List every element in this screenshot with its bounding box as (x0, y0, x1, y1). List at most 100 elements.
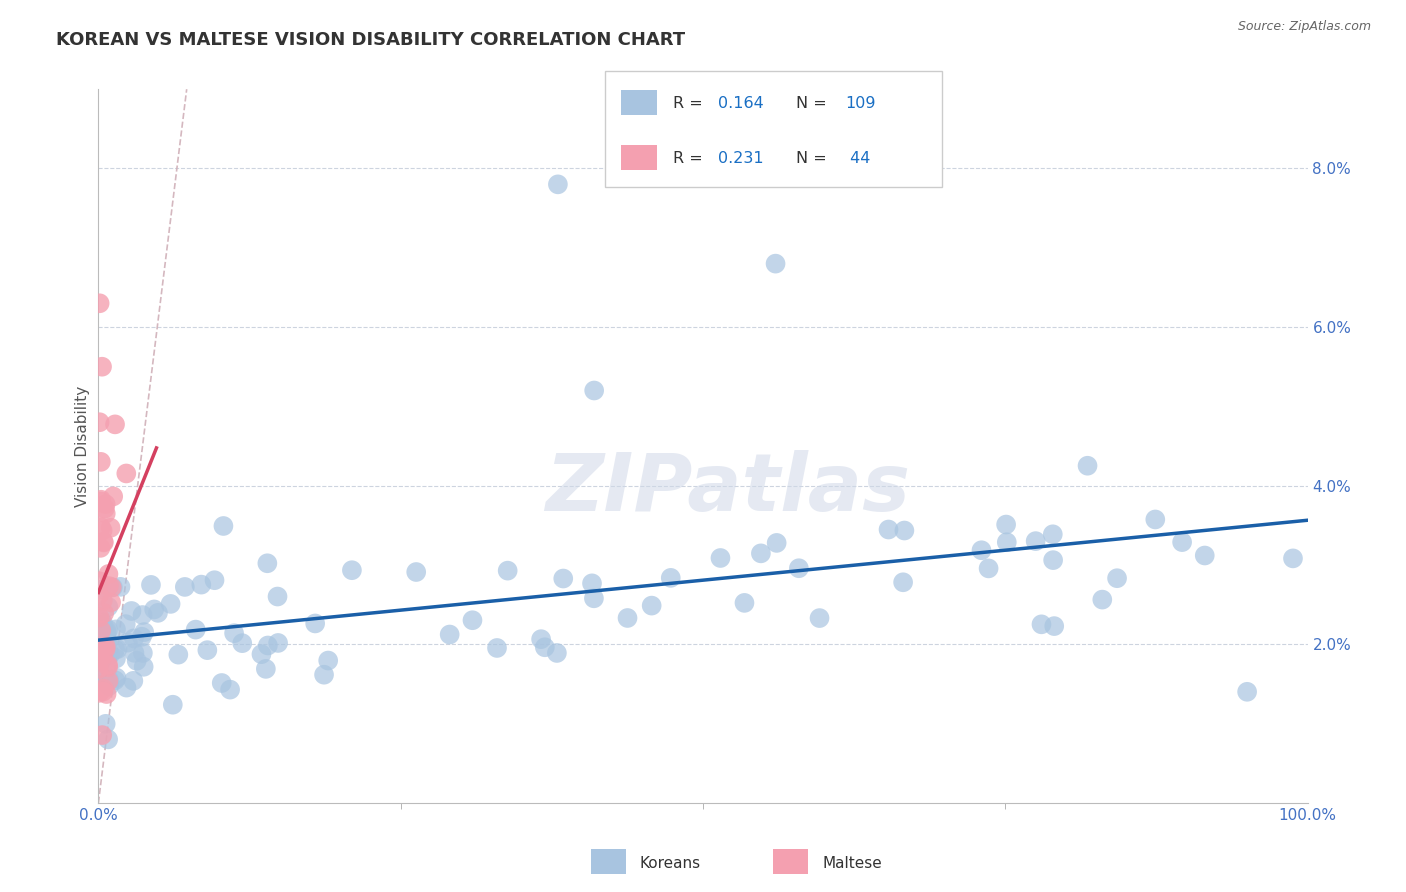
Point (254, 662, 277, 676)
Point (100, 595, 122, 609)
Text: Maltese: Maltese (823, 856, 882, 871)
Point (134, 625, 156, 640)
Point (733, 596, 755, 610)
Point (97, 657, 120, 672)
Point (91, 615, 114, 630)
Point (534, 640, 557, 655)
Point (110, 580, 132, 594)
Point (749, 546, 772, 560)
Point (87, 662, 110, 676)
Point (104, 417, 127, 432)
Point (98, 648, 121, 662)
Point (117, 635, 139, 649)
Point (89, 610, 111, 624)
Point (90, 455, 112, 469)
Text: 109: 109 (845, 96, 876, 112)
Point (89, 669, 111, 683)
Point (547, 178, 569, 192)
Text: N =: N = (796, 96, 827, 112)
Point (91, 524, 114, 538)
Y-axis label: Vision Disability: Vision Disability (75, 385, 90, 507)
Point (104, 673, 127, 688)
Point (97, 567, 120, 582)
Point (616, 611, 638, 625)
Point (312, 667, 335, 681)
Point (256, 556, 278, 570)
Point (530, 632, 553, 647)
Point (107, 642, 129, 657)
Text: Source: ZipAtlas.com: Source: ZipAtlas.com (1237, 20, 1371, 33)
Point (146, 606, 169, 620)
Point (103, 490, 125, 504)
Point (122, 632, 145, 646)
Point (89, 296, 111, 310)
Point (257, 639, 280, 653)
Point (159, 597, 181, 611)
Text: N =: N = (796, 151, 827, 166)
Point (90, 654, 112, 668)
Point (131, 607, 153, 622)
Point (1236, 685, 1258, 699)
Text: 44: 44 (845, 151, 870, 166)
Point (90, 641, 112, 656)
Point (583, 384, 606, 398)
Point (94, 716, 117, 731)
Point (93, 534, 115, 549)
Point (581, 576, 603, 591)
Point (97, 579, 120, 593)
Point (190, 577, 212, 591)
Text: 0.164: 0.164 (718, 96, 765, 112)
Point (94, 501, 117, 516)
Point (114, 617, 136, 632)
Point (90, 492, 112, 507)
Point (121, 604, 143, 618)
Point (1194, 549, 1216, 563)
Point (87, 686, 110, 700)
Point (765, 536, 787, 550)
Point (184, 623, 207, 637)
Point (90, 582, 112, 597)
Point (94, 642, 117, 657)
Point (115, 467, 138, 481)
Point (139, 578, 162, 592)
Point (97, 673, 120, 688)
Point (100, 581, 122, 595)
Point (485, 640, 508, 655)
Point (100, 521, 122, 535)
Point (96, 626, 118, 640)
Point (98, 673, 121, 687)
Point (115, 681, 138, 695)
Point (195, 643, 218, 657)
Point (94, 640, 117, 654)
Point (89, 541, 111, 555)
Point (222, 626, 245, 640)
Point (90, 520, 112, 534)
Point (93, 637, 115, 651)
Point (1025, 534, 1047, 549)
Point (1042, 527, 1064, 541)
Point (96, 636, 118, 650)
Point (93, 535, 115, 549)
Point (891, 575, 914, 590)
Point (90, 612, 112, 626)
Point (87, 643, 110, 657)
Point (1282, 551, 1305, 566)
Point (1031, 617, 1053, 632)
Point (977, 561, 1000, 575)
Point (89, 648, 111, 662)
Point (266, 590, 288, 604)
Point (995, 517, 1018, 532)
Text: 0.231: 0.231 (718, 151, 763, 166)
Point (105, 671, 128, 685)
Point (1091, 592, 1114, 607)
Point (995, 535, 1018, 549)
Point (124, 646, 146, 660)
Point (125, 654, 148, 668)
Point (89, 415, 111, 429)
Point (496, 564, 519, 578)
Point (98, 679, 121, 693)
Point (89, 574, 111, 589)
Point (1171, 535, 1194, 549)
Point (143, 602, 166, 616)
Point (316, 654, 339, 668)
